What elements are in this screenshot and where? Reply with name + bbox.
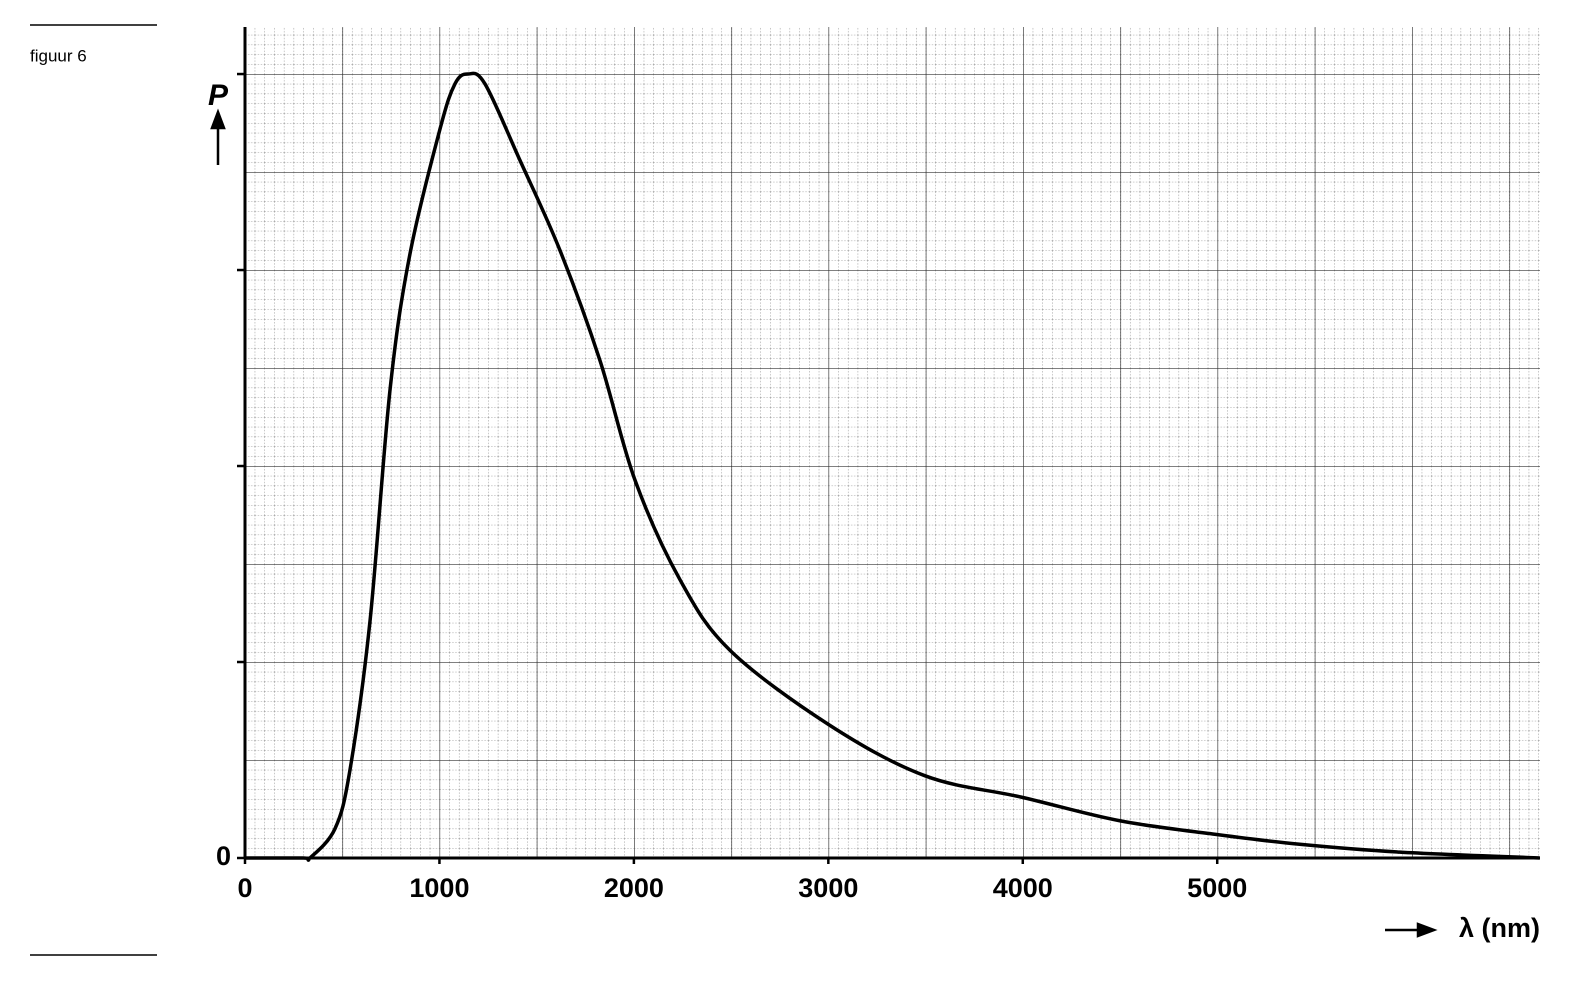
grid-major <box>245 27 1540 858</box>
graph-paper <box>245 27 1540 858</box>
x-arrow <box>1385 922 1438 938</box>
caption: figuur 6 <box>30 46 87 65</box>
y-arrow <box>210 108 226 165</box>
y-axis-label: P <box>208 79 229 112</box>
x-tick-label: 1000 <box>409 873 469 903</box>
y-tick-label: 0 <box>216 841 231 871</box>
x-tick-label: 2000 <box>604 873 664 903</box>
curve <box>244 71 1540 862</box>
x-tick-label: 5000 <box>1187 873 1247 903</box>
x-tick-label: 4000 <box>993 873 1053 903</box>
x-tick-label: 0 <box>237 873 252 903</box>
x-axis-label: λ (nm) <box>1459 913 1540 943</box>
x-tick-label: 3000 <box>798 873 858 903</box>
